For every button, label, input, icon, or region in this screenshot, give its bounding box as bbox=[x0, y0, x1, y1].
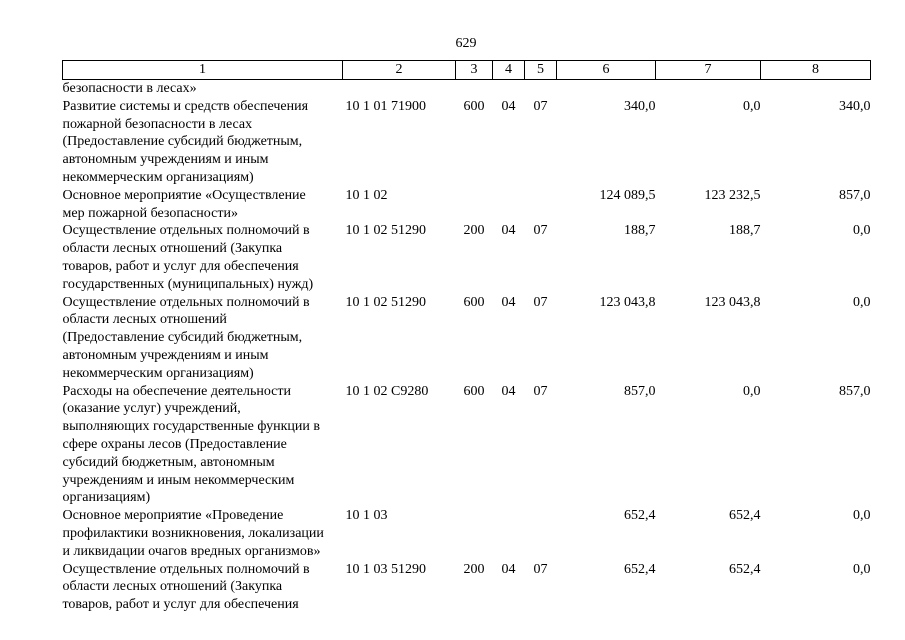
cell-expense-type-code: 200 bbox=[463, 223, 485, 239]
cell-amount-col8: 0,0 bbox=[853, 508, 871, 524]
cell-section-code: 04 bbox=[501, 223, 516, 239]
cell-amount-total: 857,0 bbox=[624, 383, 656, 399]
cell-amount-col7: 0,0 bbox=[743, 98, 761, 114]
cell-expense-name: Основное мероприятие «Проведение профила… bbox=[62, 508, 324, 559]
cell-expense-name: Основное мероприятие «Осуществление мер … bbox=[62, 187, 306, 221]
cell-amount-col7 bbox=[656, 80, 761, 98]
cell-expense-type-code: 600 bbox=[463, 294, 485, 310]
cell-amount-total: 652,4 bbox=[624, 561, 656, 577]
column-index-header-row: 1 2 3 4 5 6 7 8 bbox=[62, 60, 871, 80]
cell-section-code: 04 bbox=[501, 383, 516, 399]
cell-subsection-code: 07 bbox=[533, 383, 548, 399]
cell-target-article-code: 10 1 02 bbox=[345, 187, 388, 203]
cell-target-article-code: 10 1 01 71900 bbox=[345, 98, 427, 114]
cell-amount-col8: 0,0 bbox=[853, 294, 871, 310]
budget-table-row: безопасности в лесах» bbox=[63, 80, 871, 98]
cell-amount-col8: 857,0 bbox=[839, 187, 871, 203]
cell-expense-name: Расходы на обеспечение деятельности (ока… bbox=[62, 383, 320, 506]
column-header-1: 1 bbox=[62, 60, 343, 80]
budget-table-row: Осуществление отдельных полномочий в обл… bbox=[63, 222, 871, 293]
cell-target-article-code: 10 1 03 bbox=[345, 508, 388, 524]
cell-expense-name: Развитие системы и средств обеспечения п… bbox=[62, 98, 309, 185]
cell-subsection-code bbox=[525, 507, 557, 560]
cell-expense-name: Осуществление отдельных полномочий в обл… bbox=[62, 223, 314, 292]
cell-target-article-code: 10 1 02 51290 bbox=[345, 294, 427, 310]
cell-amount-col8 bbox=[761, 80, 871, 98]
cell-section-code bbox=[493, 187, 525, 223]
cell-subsection-code bbox=[525, 187, 557, 223]
cell-section-code bbox=[493, 507, 525, 560]
cell-amount-col8: 857,0 bbox=[839, 383, 871, 399]
cell-section-code: 04 bbox=[501, 561, 516, 577]
cell-amount-total: 123 043,8 bbox=[599, 294, 656, 310]
cell-target-article-code bbox=[343, 80, 456, 98]
cell-section-code: 04 bbox=[501, 98, 516, 114]
budget-appropriations-table: 1 2 3 4 5 6 7 8 безопасности в лесах» Ра… bbox=[62, 60, 871, 614]
cell-section-code: 04 bbox=[501, 294, 516, 310]
cell-target-article-code: 10 1 02 С9280 bbox=[345, 383, 429, 399]
cell-subsection-code: 07 bbox=[533, 223, 548, 239]
cell-expense-type-code bbox=[456, 187, 493, 223]
cell-expense-type-code: 600 bbox=[463, 383, 485, 399]
cell-subsection-code: 07 bbox=[533, 98, 548, 114]
cell-expense-type-code bbox=[456, 507, 493, 560]
cell-expense-type-code: 200 bbox=[463, 561, 485, 577]
cell-target-article-code: 10 1 02 51290 bbox=[345, 223, 427, 239]
cell-amount-col7: 123 043,8 bbox=[704, 294, 761, 310]
cell-expense-name: Осуществление отдельных полномочий в обл… bbox=[62, 294, 310, 381]
column-header-8: 8 bbox=[760, 60, 871, 80]
budget-table-row: Основное мероприятие «Проведение профила… bbox=[63, 507, 871, 560]
cell-amount-col8: 340,0 bbox=[839, 98, 871, 114]
cell-amount-col7: 652,4 bbox=[729, 561, 761, 577]
budget-table-row: Основное мероприятие «Осуществление мер … bbox=[63, 187, 871, 223]
page-number: 629 bbox=[455, 36, 477, 51]
budget-table-row: Осуществление отдельных полномочий в обл… bbox=[63, 561, 871, 614]
cell-amount-col7: 652,4 bbox=[729, 508, 761, 524]
column-header-2: 2 bbox=[342, 60, 456, 80]
budget-table-row: Осуществление отдельных полномочий в обл… bbox=[63, 294, 871, 383]
cell-section-code bbox=[493, 80, 525, 98]
column-header-7: 7 bbox=[655, 60, 761, 80]
cell-amount-total: 340,0 bbox=[624, 98, 656, 114]
cell-expense-type-code bbox=[456, 80, 493, 98]
column-header-3: 3 bbox=[455, 60, 493, 80]
cell-amount-col7: 0,0 bbox=[743, 383, 761, 399]
cell-expense-type-code: 600 bbox=[463, 98, 485, 114]
cell-amount-total: 124 089,5 bbox=[599, 187, 656, 203]
cell-amount-col8: 0,0 bbox=[853, 223, 871, 239]
cell-subsection-code: 07 bbox=[533, 561, 548, 577]
cell-amount-total: 188,7 bbox=[624, 223, 656, 239]
cell-amount-col7: 188,7 bbox=[729, 223, 761, 239]
cell-subsection-code bbox=[525, 80, 557, 98]
budget-table-row: Расходы на обеспечение деятельности (ока… bbox=[63, 383, 871, 508]
cell-expense-name: Осуществление отдельных полномочий в обл… bbox=[62, 561, 310, 613]
cell-amount-col7: 123 232,5 bbox=[704, 187, 761, 203]
column-header-6: 6 bbox=[556, 60, 656, 80]
budget-table-row: Развитие системы и средств обеспечения п… bbox=[63, 98, 871, 187]
column-header-5: 5 bbox=[524, 60, 557, 80]
cell-amount-col8: 0,0 bbox=[853, 561, 871, 577]
cell-target-article-code: 10 1 03 51290 bbox=[345, 561, 427, 577]
cell-amount-total: 652,4 bbox=[624, 508, 656, 524]
cell-subsection-code: 07 bbox=[533, 294, 548, 310]
column-header-4: 4 bbox=[492, 60, 525, 80]
cell-amount-total bbox=[557, 80, 656, 98]
table-body: безопасности в лесах» Развитие системы и… bbox=[63, 80, 871, 614]
cell-expense-name: безопасности в лесах» bbox=[62, 81, 197, 96]
